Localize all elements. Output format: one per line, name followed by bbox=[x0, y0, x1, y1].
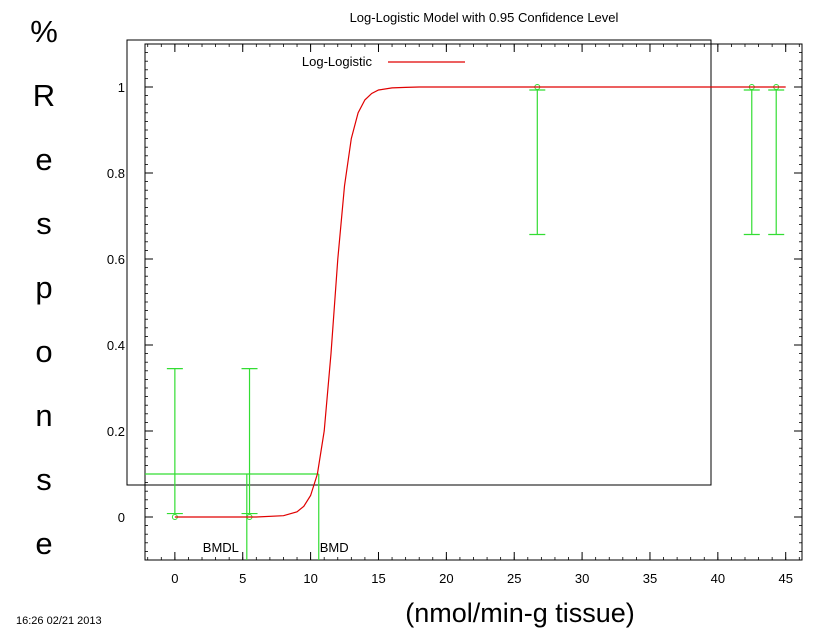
inset-frame bbox=[126, 39, 712, 486]
x-tick-label: 25 bbox=[507, 571, 521, 586]
x-tick-label: 45 bbox=[778, 571, 792, 586]
y-tick-label: 0.8 bbox=[107, 166, 125, 181]
bmd-label: BMD bbox=[320, 540, 349, 555]
x-tick-label: 5 bbox=[239, 571, 246, 586]
y-tick-label: 0.6 bbox=[107, 252, 125, 267]
x-tick-label: 20 bbox=[439, 571, 453, 586]
y-axis-label-char: s bbox=[36, 462, 52, 497]
y-tick-label: 0 bbox=[118, 510, 125, 525]
x-tick-label: 40 bbox=[711, 571, 725, 586]
y-axis-label-char: s bbox=[36, 206, 52, 241]
y-tick-label: 0.4 bbox=[107, 338, 125, 353]
plot-area: 0 5 10 15 20 25 30 35 40 45 0 0.2 0.4 0.6 0.8 1 bbox=[107, 43, 803, 586]
inset-rectangle bbox=[126, 39, 712, 486]
y-axis-label-char: R bbox=[33, 78, 55, 113]
bmdl-label: BMDL bbox=[203, 540, 239, 555]
y-tick-label: 1 bbox=[118, 80, 125, 95]
y-axis-label-char: n bbox=[35, 398, 52, 433]
model-curve bbox=[174, 86, 786, 518]
timestamp: 16:26 02/21 2013 bbox=[16, 615, 102, 627]
x-tick-label: 10 bbox=[303, 571, 317, 586]
x-tick-label: 15 bbox=[371, 571, 385, 586]
legend: Log-Logistic bbox=[302, 54, 465, 69]
x-tick-label: 0 bbox=[171, 571, 178, 586]
x-tick-label: 35 bbox=[643, 571, 657, 586]
y-axis-label-char: % bbox=[30, 14, 58, 49]
y-axis-label-char: p bbox=[35, 270, 52, 305]
x-axis-label: (nmol/min-g tissue) bbox=[405, 598, 635, 628]
y-axis-label-char: e bbox=[35, 142, 52, 177]
y-axis-label-char: e bbox=[35, 526, 52, 561]
legend-label: Log-Logistic bbox=[302, 54, 373, 69]
x-tick-label: 30 bbox=[575, 571, 589, 586]
plot-border bbox=[144, 43, 803, 561]
data-marks: BMD BMDL bbox=[145, 84, 786, 560]
y-tick-label: 0.2 bbox=[107, 424, 125, 439]
chart-title: Log-Logistic Model with 0.95 Confidence … bbox=[350, 10, 619, 25]
y-axis-label-char: o bbox=[35, 334, 52, 369]
